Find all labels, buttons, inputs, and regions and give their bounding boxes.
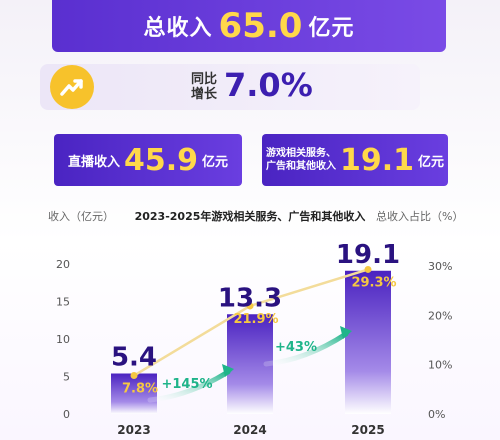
x-tick-label: 2025 [351, 423, 384, 437]
ads-revenue-label-line2: 广告和其他收入 [265, 161, 336, 172]
share-point [364, 265, 372, 273]
ads-revenue-label: 游戏相关服务、 广告和其他收入 [266, 147, 336, 173]
y2-tick-label: 30% [428, 260, 452, 273]
y-axis-label: 收入（亿元） [48, 210, 114, 223]
y2-tick-label: 0% [428, 408, 445, 421]
yoy-label-line2: 增长 [190, 87, 217, 102]
total-revenue-unit: 亿元 [308, 16, 355, 41]
ads-revenue-unit: 亿元 [418, 154, 445, 170]
growth-label: +145% [161, 377, 212, 392]
yoy-label: 同比 增长 [190, 72, 218, 102]
y2-tick-label: 10% [428, 359, 452, 372]
y-tick-label: 0 [63, 408, 70, 421]
share-label: 21.9% [233, 312, 278, 327]
ads-revenue-value: 19.1 [339, 142, 414, 178]
y2-axis-label: 总收入占比（%） [376, 210, 464, 223]
x-tick-label: 2023 [117, 423, 150, 437]
growth-arrow-head [340, 326, 352, 339]
bar-value-label: 19.1 [336, 240, 400, 270]
y-tick-label: 15 [56, 296, 70, 309]
share-point [246, 302, 254, 310]
trend-up-icon [50, 65, 94, 109]
y-tick-label: 20 [56, 258, 70, 271]
growth-arrow [147, 369, 231, 403]
ads-revenue-card: 游戏相关服务、 广告和其他收入 19.1 亿元 [262, 134, 448, 186]
growth-arrow-head [222, 364, 234, 377]
chart-title: 2023-2025年游戏相关服务、广告和其他收入 [134, 210, 366, 223]
y-tick-label: 5 [63, 371, 70, 384]
x-tick-label: 2024 [233, 423, 266, 437]
total-revenue-banner: 总收入 65.0 亿元 [52, 0, 446, 52]
y2-tick-label: 20% [428, 309, 452, 322]
live-revenue-unit: 亿元 [202, 154, 229, 170]
bar-value-label: 13.3 [218, 283, 282, 313]
live-revenue-value: 45.9 [123, 142, 199, 178]
yoy-growth-row: 同比 增长 7.0% [40, 64, 420, 110]
growth-arrow [263, 331, 349, 367]
yoy-value: 7.0% [224, 66, 313, 104]
total-revenue-value: 65.0 [218, 6, 303, 46]
y-tick-label: 10 [56, 333, 70, 346]
live-revenue-label: 直播收入 [67, 154, 120, 170]
total-revenue-label: 总收入 [143, 16, 213, 41]
ads-revenue-label-line1: 游戏相关服务、 [265, 148, 336, 159]
share-label: 7.8% [122, 382, 158, 397]
bar-2025 [345, 270, 391, 414]
growth-label: +43% [275, 340, 317, 355]
share-point [130, 372, 138, 380]
share-label: 29.3% [351, 275, 396, 290]
bar-value-label: 5.4 [111, 343, 157, 373]
bar-2023 [111, 373, 157, 414]
yoy-label-line1: 同比 [190, 72, 217, 87]
live-revenue-card: 直播收入 45.9 亿元 [54, 134, 242, 186]
